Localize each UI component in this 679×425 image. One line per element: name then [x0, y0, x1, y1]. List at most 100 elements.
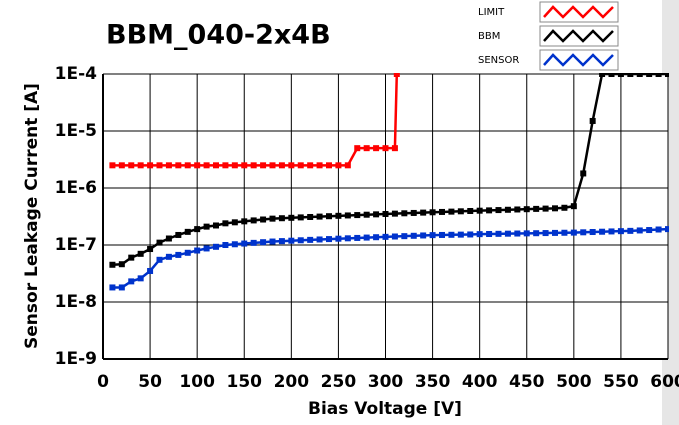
- data-point: [363, 234, 370, 241]
- data-point: [495, 207, 502, 214]
- x-tick-label: 50: [138, 372, 162, 392]
- data-point: [429, 209, 436, 216]
- data-point: [391, 145, 398, 152]
- data-point: [278, 162, 285, 169]
- data-point: [344, 235, 351, 242]
- data-point: [495, 230, 502, 237]
- data-point: [665, 73, 669, 77]
- data-point: [448, 231, 455, 238]
- y-tick-label: 1E-8: [55, 292, 97, 312]
- x-tick-label: 550: [603, 372, 639, 392]
- data-point: [175, 251, 182, 258]
- data-point: [128, 278, 135, 285]
- data-point: [627, 73, 634, 77]
- data-point: [250, 162, 257, 169]
- data-point: [250, 217, 257, 224]
- data-point: [316, 162, 323, 169]
- data-point: [457, 208, 464, 215]
- data-point: [278, 215, 285, 222]
- data-point: [147, 267, 154, 274]
- data-point: [561, 229, 568, 236]
- data-point: [156, 239, 163, 246]
- data-point: [128, 254, 135, 261]
- data-point: [175, 162, 182, 169]
- data-point: [109, 284, 116, 291]
- data-point: [486, 207, 493, 214]
- y-tick-label: 1E-4: [55, 64, 97, 84]
- data-point: [118, 162, 125, 169]
- data-point: [288, 237, 295, 244]
- data-point: [222, 162, 229, 169]
- data-point: [476, 231, 483, 238]
- data-point: [269, 215, 276, 222]
- data-point: [203, 162, 210, 169]
- data-point: [646, 227, 653, 234]
- data-point: [542, 205, 549, 212]
- data-point: [137, 250, 144, 257]
- data-point: [307, 162, 314, 169]
- data-point: [599, 228, 606, 235]
- data-point: [260, 162, 267, 169]
- x-tick-label: 400: [462, 372, 498, 392]
- data-point: [457, 231, 464, 238]
- data-point: [608, 228, 615, 235]
- x-tick-label: 200: [274, 372, 310, 392]
- data-point: [231, 219, 238, 226]
- x-tick-label: 0: [97, 372, 109, 392]
- data-point: [467, 231, 474, 238]
- data-point: [326, 236, 332, 243]
- data-point: [326, 162, 332, 169]
- data-point: [137, 162, 144, 169]
- data-point: [297, 162, 304, 169]
- data-point: [504, 230, 511, 237]
- y-tick-label: 1E-7: [55, 235, 97, 255]
- data-point: [344, 162, 351, 169]
- data-point: [439, 231, 445, 238]
- data-point: [156, 162, 163, 169]
- x-tick-label: 300: [368, 372, 404, 392]
- legend-swatch: [543, 29, 614, 43]
- data-point: [194, 226, 201, 233]
- data-point: [665, 226, 669, 233]
- data-point: [203, 223, 210, 230]
- data-point: [589, 117, 596, 124]
- x-axis-label: Bias Voltage [V]: [308, 399, 462, 419]
- data-point: [589, 229, 596, 236]
- data-point: [118, 284, 125, 291]
- data-point: [147, 246, 154, 253]
- data-point: [533, 205, 540, 212]
- data-point: [316, 236, 323, 243]
- data-point: [363, 211, 370, 218]
- data-point: [288, 162, 295, 169]
- data-point: [175, 231, 182, 238]
- data-point: [429, 232, 436, 239]
- data-point: [391, 233, 398, 240]
- data-point: [373, 234, 380, 241]
- data-point: [467, 207, 474, 214]
- chart-title: BBM_040-2x4B: [106, 20, 331, 51]
- data-point: [165, 162, 172, 169]
- legend-label: LIMIT: [478, 7, 505, 18]
- x-tick-label: 100: [179, 372, 215, 392]
- x-tick-label: 600: [650, 372, 679, 392]
- data-point: [194, 247, 201, 254]
- data-point: [147, 162, 154, 169]
- data-point: [617, 73, 624, 77]
- data-point: [278, 238, 285, 245]
- legend-label: BBM: [478, 31, 500, 42]
- data-point: [570, 229, 577, 236]
- data-point: [241, 218, 248, 225]
- data-point: [448, 208, 455, 215]
- data-point: [636, 227, 643, 234]
- data-point: [580, 229, 587, 236]
- data-point: [269, 238, 276, 245]
- data-point: [514, 230, 521, 237]
- data-point: [213, 222, 219, 229]
- data-point: [316, 213, 323, 220]
- data-point: [420, 209, 427, 216]
- data-point: [213, 243, 219, 250]
- data-point: [354, 212, 361, 219]
- data-point: [241, 162, 248, 169]
- data-point: [137, 275, 144, 282]
- data-point: [636, 73, 643, 77]
